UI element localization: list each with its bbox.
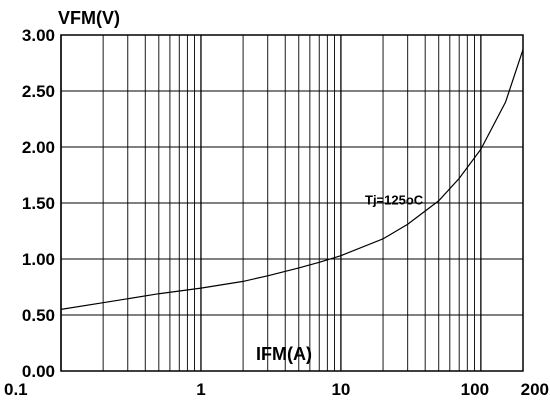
y-tick-label: 1.50: [22, 194, 55, 213]
y-tick-label: 1.00: [22, 250, 55, 269]
x-tick-label: 200: [521, 380, 549, 399]
y-tick-label: 2.50: [22, 82, 55, 101]
series-line-tj-125oc: [60, 49, 524, 310]
x-tick-label: 1: [196, 380, 205, 399]
y-tick-label: 2.00: [22, 138, 55, 157]
tick-labels: 0.00 0.50 1.00 1.50 2.00 2.50 3.00 0.1 1 10 100 200: [4, 26, 549, 399]
x-tick-label: 100: [461, 380, 489, 399]
y-tick-label: 0.50: [22, 306, 55, 325]
series-annotation: Tj=125oC: [365, 193, 424, 208]
x-tick-label: 10: [331, 380, 350, 399]
grid: [60, 34, 524, 372]
plot-frame: [60, 34, 524, 372]
x-tick-label: 0.1: [4, 380, 28, 399]
x-axis-label: IFM(A): [256, 344, 312, 364]
y-axis-label: VFM(V): [58, 8, 120, 28]
y-tick-label: 0.00: [22, 362, 55, 381]
y-tick-label: 3.00: [22, 26, 55, 45]
